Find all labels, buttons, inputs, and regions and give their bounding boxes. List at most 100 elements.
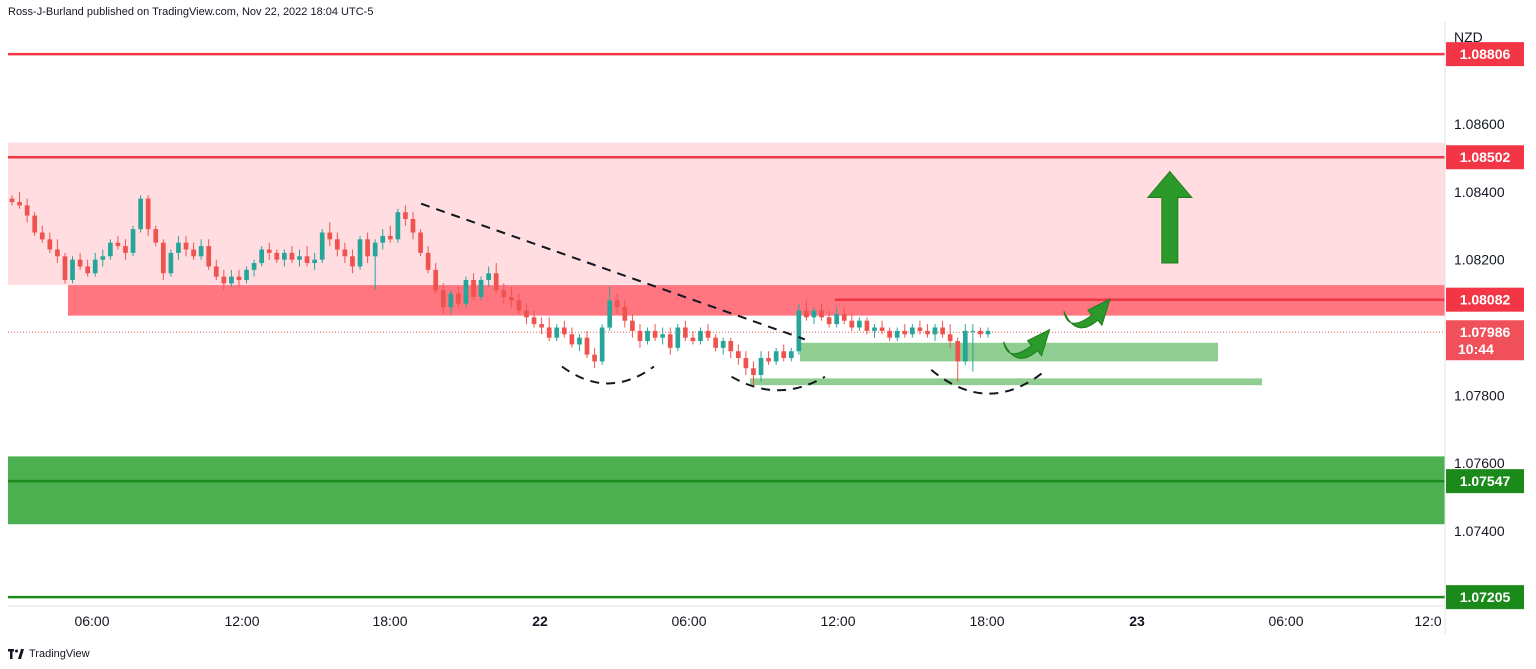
candle-body xyxy=(77,259,83,267)
candle-body xyxy=(857,320,862,328)
candle-body xyxy=(524,310,529,318)
x-tick-label: 18:00 xyxy=(969,613,1004,629)
candle-body xyxy=(841,313,847,321)
candle-body xyxy=(932,327,938,335)
tradingview-logo: TradingView xyxy=(8,648,90,660)
candle-body xyxy=(198,246,204,257)
x-tick-label: 06:00 xyxy=(74,613,109,629)
candle-body xyxy=(160,242,166,274)
candle-body xyxy=(478,280,484,297)
candle-body xyxy=(539,324,544,328)
candle-body xyxy=(24,205,30,216)
candle-body xyxy=(100,256,106,260)
y-tick-label: 1.08600 xyxy=(1454,116,1505,132)
candle-body xyxy=(372,242,378,257)
candle-body xyxy=(879,327,885,331)
candle-body xyxy=(334,239,340,250)
candle-body xyxy=(153,229,159,243)
candle-body xyxy=(229,276,234,284)
candle-body xyxy=(282,252,287,260)
price-tag xyxy=(1446,469,1524,494)
tradingview-logo-icon xyxy=(8,649,24,659)
y-tick-label: 1.07600 xyxy=(1454,455,1505,471)
candle-body xyxy=(660,334,666,338)
candle-body xyxy=(645,330,650,342)
candle-body xyxy=(834,313,840,325)
candle-body xyxy=(289,252,295,260)
candle-body xyxy=(486,273,491,281)
x-tick-label: 06:00 xyxy=(1268,613,1303,629)
rounded-bottom-arc-1 xyxy=(731,375,826,392)
candle-body xyxy=(743,358,749,369)
candle-body xyxy=(773,351,779,362)
candle-body xyxy=(864,320,870,331)
rounded-bottom-arc-0 xyxy=(561,365,655,385)
candle-body xyxy=(448,293,454,308)
candle-body xyxy=(387,235,393,240)
x-tick-label: 12:0 xyxy=(1414,613,1441,629)
candle-body xyxy=(902,330,908,335)
candle-body xyxy=(698,330,703,342)
price-tag xyxy=(1446,585,1524,610)
annotations-layer xyxy=(420,170,1193,395)
candle-body xyxy=(819,310,824,318)
price-tag xyxy=(1446,145,1524,170)
candle-body xyxy=(350,256,355,267)
candle-body xyxy=(554,327,560,338)
candle-body xyxy=(872,327,877,331)
candle-body xyxy=(788,351,794,359)
candle-body xyxy=(380,235,386,243)
candle-body xyxy=(115,242,121,247)
zones-layer xyxy=(8,142,1445,525)
candle-body xyxy=(92,259,98,274)
axis-layer: NZD 1.08600 1.08400 1.08200 1.07800 1.07600 1.… xyxy=(8,22,1505,634)
candle-body xyxy=(735,351,741,359)
candle-body xyxy=(501,290,507,297)
countdown-label: 10:44 xyxy=(1458,341,1494,357)
candle-body xyxy=(652,330,658,338)
candle-body xyxy=(796,310,802,352)
y-tick-label: 1.07800 xyxy=(1454,387,1505,403)
y-tick-label: 1.07400 xyxy=(1454,523,1505,539)
candle-body xyxy=(440,290,446,308)
candle-body xyxy=(168,252,174,274)
candle-body xyxy=(327,232,333,240)
tradingview-logo-text: TradingView xyxy=(29,648,90,660)
candle-body xyxy=(811,310,817,318)
candle-body xyxy=(266,249,272,253)
y-tick-label: 1.08400 xyxy=(1454,184,1505,200)
candle-body xyxy=(849,320,855,328)
candle-body xyxy=(630,320,635,331)
candle-body xyxy=(804,310,809,318)
candle-body xyxy=(236,276,242,281)
price-tag-label: 1.08806 xyxy=(1460,46,1511,62)
candle-body xyxy=(493,273,499,291)
candle-body xyxy=(221,276,227,284)
candle-body xyxy=(622,307,628,321)
price-tag-label: 1.07986 xyxy=(1460,324,1511,340)
candle-body xyxy=(894,330,900,338)
candle-body xyxy=(123,246,128,253)
candle-body xyxy=(319,232,325,260)
candle-body xyxy=(614,300,620,308)
candle-body xyxy=(342,249,348,257)
candle-body xyxy=(425,252,431,270)
candle-body xyxy=(274,252,280,260)
zone-4 xyxy=(750,378,1262,386)
candle-body xyxy=(9,198,15,203)
candle-body xyxy=(312,259,317,264)
candle-body xyxy=(410,218,416,233)
attribution: Ross-J-Burland published on TradingView.… xyxy=(8,6,374,18)
candle-body xyxy=(70,259,75,281)
candle-body xyxy=(516,300,522,311)
x-tick-label: 22 xyxy=(532,613,548,629)
candle-body xyxy=(584,337,590,355)
price-tag-label: 1.07205 xyxy=(1460,589,1511,605)
candle-body xyxy=(940,327,945,335)
candle-body xyxy=(917,327,923,331)
candle-body xyxy=(683,327,688,338)
candle-body xyxy=(909,327,915,335)
candle-body xyxy=(357,239,363,267)
